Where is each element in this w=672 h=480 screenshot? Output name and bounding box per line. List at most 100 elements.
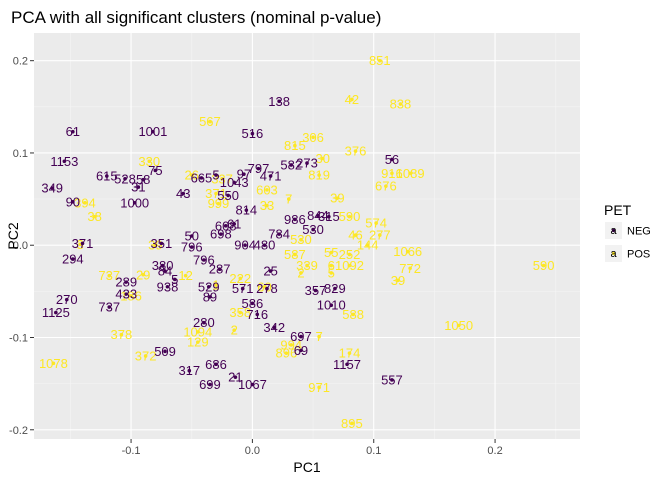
data-point-label: 814 — [235, 203, 257, 218]
data-point-label: 699 — [199, 377, 221, 392]
data-point-label: 1050 — [444, 318, 473, 333]
data-point — [216, 201, 221, 206]
data-point-label: 797 — [248, 161, 270, 176]
data-point-label: 530 — [302, 222, 324, 237]
data-point — [244, 208, 249, 212]
data-point — [107, 305, 112, 309]
data-point — [243, 243, 247, 248]
legend-entries: a NEG a POS — [605, 222, 651, 262]
data-point — [378, 58, 382, 63]
data-point — [214, 283, 218, 287]
data-point-label: 46 — [348, 228, 362, 243]
data-point-label: 772 — [399, 261, 421, 276]
data-point — [208, 382, 212, 387]
data-point — [187, 368, 192, 373]
data-point — [71, 129, 75, 134]
data-point-label: 916 — [381, 166, 403, 181]
data-point — [265, 286, 269, 291]
data-point-label: 376 — [345, 144, 367, 159]
x-tick-label: 0.1 — [366, 445, 381, 457]
data-point — [374, 221, 378, 225]
x-tick-label: 0.2 — [487, 445, 502, 457]
data-point-label: 615 — [96, 169, 118, 184]
data-point — [124, 280, 129, 284]
data-point — [141, 272, 145, 277]
data-point — [327, 214, 331, 219]
data-point — [83, 200, 87, 205]
data-point-label: 5 — [212, 168, 219, 183]
legend-entry-neg: a NEG — [605, 222, 651, 239]
data-point — [347, 351, 352, 355]
data-point — [105, 174, 109, 178]
data-point-label: 222 — [229, 271, 251, 286]
data-point-label: 1 — [212, 277, 219, 292]
data-point-label: 39 — [391, 273, 405, 288]
data-point — [265, 188, 269, 192]
data-point-label: 84 — [158, 264, 172, 279]
data-point — [351, 312, 355, 317]
data-point — [189, 245, 194, 249]
data-point-label: 30 — [316, 151, 330, 166]
data-point-label: 317 — [178, 363, 200, 378]
data-point-label: 676 — [375, 179, 397, 194]
y-tick-label: 0.1 — [13, 148, 28, 160]
data-point — [119, 332, 124, 337]
data-point-label: 586 — [242, 296, 264, 311]
data-point — [390, 171, 394, 176]
data-point — [54, 310, 58, 315]
data-point — [378, 233, 382, 237]
data-point — [541, 263, 546, 268]
data-point-label: 994 — [280, 337, 302, 352]
data-point-label: 12 — [178, 268, 192, 283]
data-point — [151, 129, 155, 134]
y-tick-label: -0.2 — [9, 425, 28, 437]
data-point-label: 42 — [345, 92, 359, 107]
data-point — [172, 277, 177, 282]
data-point-label: 1092 — [335, 258, 364, 273]
data-point — [141, 177, 145, 182]
data-point — [163, 269, 167, 273]
data-point — [268, 269, 273, 273]
data-point — [277, 99, 281, 104]
major-gridlines — [34, 33, 580, 439]
data-point-label: 61 — [66, 124, 80, 139]
data-point — [320, 156, 325, 161]
data-point — [347, 214, 352, 219]
data-point — [311, 135, 315, 140]
data-point — [390, 157, 394, 162]
data-point — [317, 334, 321, 339]
data-point-label: 394 — [74, 195, 96, 210]
data-point-label: 357 — [305, 283, 327, 298]
data-point — [250, 301, 255, 306]
data-point — [284, 351, 289, 355]
data-point — [123, 176, 127, 181]
data-point — [398, 102, 403, 106]
data-point — [51, 361, 56, 366]
data-point — [316, 213, 320, 218]
data-point — [350, 97, 354, 102]
data-point-label: 351 — [151, 236, 173, 251]
data-point — [208, 295, 212, 299]
data-point — [329, 250, 334, 255]
data-point-label: 371 — [72, 236, 94, 251]
data-point — [107, 273, 112, 278]
data-point-label: 716 — [246, 307, 268, 322]
data-point-label: 39 — [330, 191, 344, 206]
data-point-label: 43 — [176, 186, 190, 201]
data-point-label: 1001 — [138, 124, 167, 139]
data-point — [350, 421, 354, 426]
data-point — [232, 328, 236, 332]
data-point-label: 349 — [41, 181, 63, 196]
data-point-label: 3 — [76, 237, 83, 252]
data-point-label: 567 — [199, 114, 221, 129]
data-point-label: 144 — [357, 238, 379, 253]
data-point-label: 665 — [191, 170, 213, 185]
data-point-label: 7 — [316, 329, 323, 344]
data-point — [299, 271, 303, 275]
data-point — [165, 284, 170, 289]
data-point — [305, 161, 309, 165]
data-point — [202, 320, 206, 325]
data-point — [329, 271, 334, 275]
data-point — [226, 193, 230, 198]
